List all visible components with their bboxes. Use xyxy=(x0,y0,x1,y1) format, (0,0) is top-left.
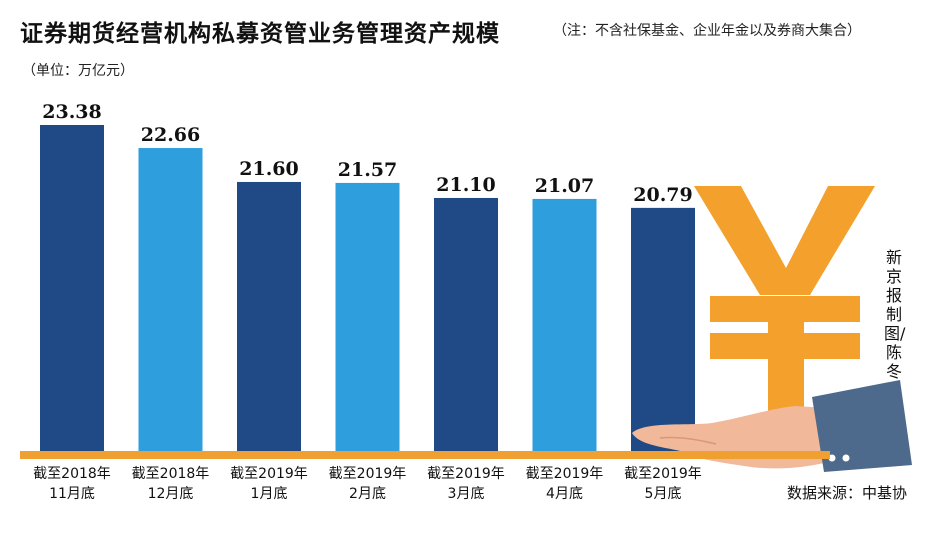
bar-3 xyxy=(237,181,301,452)
category-label-1-line-1: 截至2018年 xyxy=(33,466,111,482)
value-label-1: 23.38 xyxy=(42,101,102,123)
decoration-group xyxy=(694,186,875,414)
bar-7 xyxy=(631,207,695,452)
category-label-6-line-2: 4月底 xyxy=(546,486,583,502)
category-label-2-line-1: 截至2018年 xyxy=(132,466,210,482)
value-label-5: 21.10 xyxy=(436,174,496,196)
category-label-7-line-2: 5月底 xyxy=(645,486,682,502)
source-label: 数据来源：中基协 xyxy=(787,484,908,502)
value-label-6: 21.07 xyxy=(535,175,595,197)
chart-title: 证券期货经营机构私募资管业务管理资产规模 xyxy=(20,20,500,47)
category-label-1-line-2: 11月底 xyxy=(49,486,95,502)
category-label-3-line-1: 截至2019年 xyxy=(230,466,308,482)
value-label-2: 22.66 xyxy=(141,124,201,146)
category-label-5-line-1: 截至2019年 xyxy=(427,466,505,482)
bar-6 xyxy=(532,198,597,452)
credit-label: 新京报制图/陈冬 xyxy=(884,248,906,381)
category-label-4-line-1: 截至2019年 xyxy=(329,466,407,482)
bar-2 xyxy=(138,148,203,453)
chart-note: （注：不含社保基金、企业年金以及券商大集合） xyxy=(553,23,861,39)
bar-1 xyxy=(40,125,104,452)
category-label-6-line-1: 截至2019年 xyxy=(526,466,604,482)
value-label-7: 20.79 xyxy=(633,184,693,206)
hand-icon xyxy=(632,380,912,472)
value-label-3: 21.60 xyxy=(239,158,299,180)
front-decoration-group xyxy=(632,380,912,472)
value-label-4: 21.57 xyxy=(338,159,398,181)
category-label-7-line-1: 截至2019年 xyxy=(624,466,702,482)
unit-label: （单位：万亿元） xyxy=(22,63,134,79)
x-axis-baseline xyxy=(20,451,830,459)
yuan-sign-icon xyxy=(694,186,875,414)
category-label-3-line-2: 1月底 xyxy=(251,486,288,502)
labels-layer: 23.38 截至2018年 11月底 22.66 截至2018年 12月底 21.60 截至2… xyxy=(33,101,702,502)
bar-4 xyxy=(335,182,400,453)
category-label-4-line-2: 2月底 xyxy=(349,486,386,502)
bars-layer xyxy=(40,125,695,453)
category-label-2-line-2: 12月底 xyxy=(148,486,194,502)
bar-5 xyxy=(434,197,498,452)
category-label-5-line-2: 3月底 xyxy=(448,486,485,502)
